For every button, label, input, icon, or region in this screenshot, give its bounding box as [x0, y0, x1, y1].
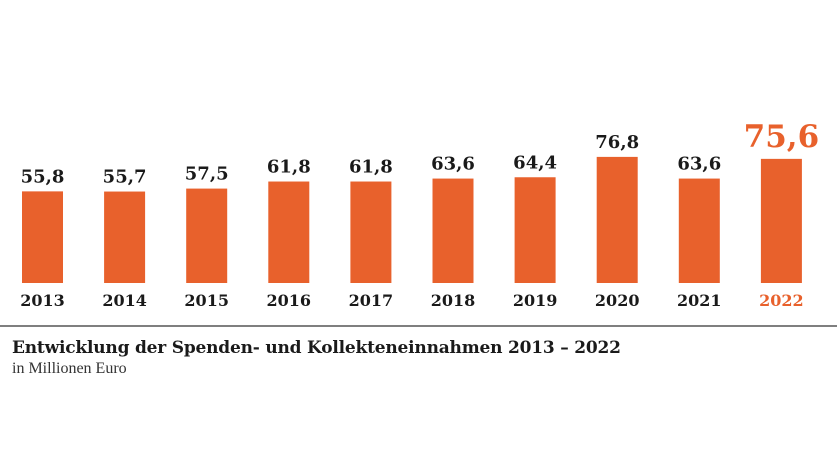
value-labels-group: 55,8 55,7 57,5 61,8 61,8 63,6 64,4 76,8 63,6 75,6: [21, 119, 820, 188]
bar-2019: [514, 177, 556, 283]
year-label-2018: 2018: [431, 291, 476, 310]
value-label-2022: 75,6: [744, 119, 820, 155]
bar-2013: [22, 191, 63, 283]
bar-2021: [678, 178, 720, 283]
year-label-2015: 2015: [184, 291, 229, 310]
chart-subtitle: in Millionen Euro: [12, 360, 127, 377]
year-label-2019: 2019: [513, 291, 558, 310]
year-label-2014: 2014: [102, 291, 147, 310]
value-label-2017: 61,8: [349, 157, 393, 178]
year-label-2017: 2017: [349, 291, 394, 310]
bar-2016: [268, 181, 310, 283]
year-label-2020: 2020: [595, 291, 640, 310]
value-label-2018: 63,6: [431, 154, 475, 175]
year-label-2013: 2013: [20, 291, 65, 310]
year-labels-group: 2013 2014 2015 2016 2017 2018 2019 2020 2021 2022: [20, 291, 803, 310]
bar-chart: 55,8 55,7 57,5 61,8 61,8 63,6 64,4 76,8 63,6 75,6…: [0, 119, 837, 327]
bar-2017: [350, 181, 392, 283]
value-label-2014: 55,7: [103, 167, 147, 188]
year-label-2022: 2022: [759, 291, 804, 310]
bars-group: [22, 156, 802, 283]
chart-title: Entwicklung der Spenden- und Kollektenei…: [12, 338, 621, 358]
chart-caption: Entwicklung der Spenden- und Kollektenei…: [12, 338, 621, 378]
value-label-2019: 64,4: [513, 152, 557, 173]
value-label-2013: 55,8: [21, 166, 65, 187]
year-label-2016: 2016: [267, 291, 312, 310]
bar-2018: [432, 178, 474, 283]
year-label-2021: 2021: [677, 291, 722, 310]
bar-2014: [104, 191, 146, 283]
value-label-2016: 61,8: [267, 157, 311, 178]
bar-2022: [760, 158, 802, 283]
bar-2020: [596, 156, 638, 283]
value-label-2015: 57,5: [185, 164, 229, 185]
bar-2015: [186, 188, 228, 283]
value-label-2020: 76,8: [595, 132, 639, 153]
value-label-2021: 63,6: [677, 154, 721, 175]
